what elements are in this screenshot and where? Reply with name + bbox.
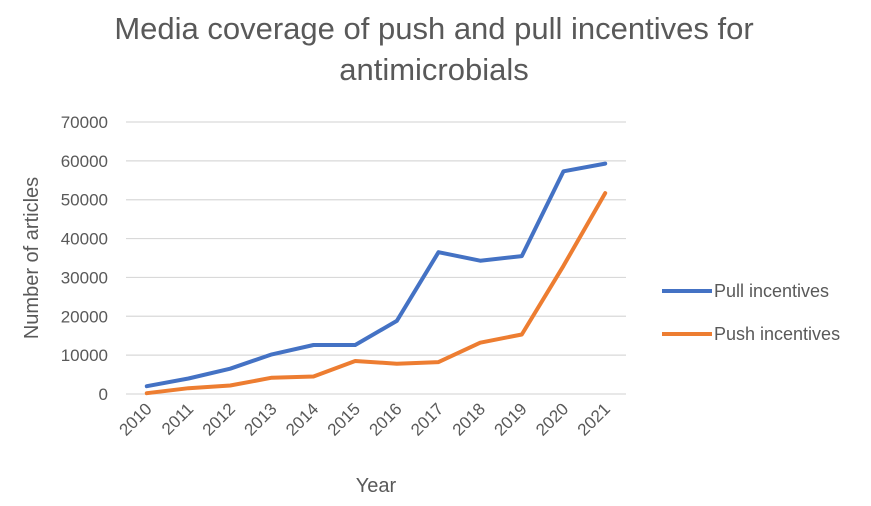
x-tick-label: 2011: [158, 399, 197, 438]
y-axis-ticks: 0 10000 20000 30000 40000 50000 60000 70000: [61, 113, 108, 404]
x-tick-label: 2013: [240, 399, 280, 439]
y-tick-label: 20000: [61, 307, 108, 326]
legend: Pull incentives Push incentives: [662, 281, 840, 344]
y-tick-label: 40000: [61, 230, 108, 249]
chart-title-line-1: Media coverage of push and pull incentiv…: [114, 11, 753, 46]
x-tick-label: 2016: [365, 399, 405, 439]
y-axis-title: Number of articles: [21, 177, 43, 339]
x-tick-label: 2014: [282, 399, 322, 439]
x-tick-label: 2015: [324, 399, 364, 439]
x-tick-label: 2021: [574, 399, 614, 439]
y-tick-label: 10000: [61, 346, 108, 365]
y-tick-label: 50000: [61, 191, 108, 210]
legend-label: Push incentives: [714, 324, 840, 344]
x-tick-label: 2019: [490, 399, 530, 439]
y-tick-label: 70000: [61, 113, 108, 132]
series-line-pull: [144, 161, 608, 389]
y-tick-label: 0: [99, 385, 108, 404]
x-tick-label: 2018: [449, 399, 489, 439]
x-tick-label: 2012: [199, 399, 239, 439]
series-line-push: [144, 191, 608, 396]
x-tick-label: 2017: [407, 399, 447, 439]
series-lines: [144, 161, 608, 396]
x-axis-ticks: 2010 2011 2012 2013 2014 2015 2016 2017 2018 2019…: [115, 399, 614, 439]
x-tick-label: 2010: [115, 399, 155, 439]
y-tick-label: 60000: [61, 152, 108, 171]
legend-label: Pull incentives: [714, 281, 829, 301]
y-tick-label: 30000: [61, 268, 108, 287]
x-axis-title: Year: [356, 475, 397, 497]
gridlines: [126, 121, 626, 395]
chart-title-line-2: antimicrobials: [339, 52, 529, 87]
x-tick-label: 2020: [532, 399, 572, 439]
